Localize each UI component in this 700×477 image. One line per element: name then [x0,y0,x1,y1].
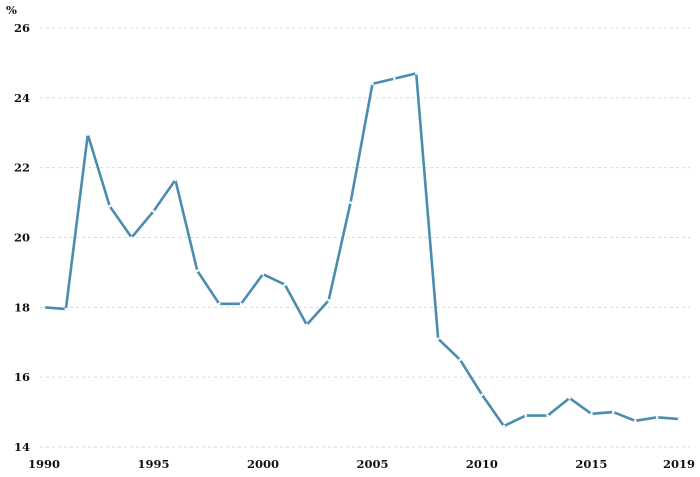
data-point [152,210,155,213]
data-point [130,236,133,239]
data-point [590,412,593,416]
data-point [436,337,440,341]
data-point [502,424,506,428]
data-point [458,358,462,362]
data-point [568,396,571,400]
data-point [174,178,177,182]
y-tick-label: 22 [14,161,30,175]
x-tick-label: 2005 [356,457,388,471]
data-point [64,307,68,311]
data-point [393,77,396,80]
data-point [239,302,243,306]
data-point [349,201,352,204]
series-group [42,72,681,428]
y-unit-label: % [6,3,17,17]
x-tick-label: 2010 [466,457,498,471]
data-point [327,299,330,302]
data-point [305,323,309,327]
y-tick-label: 24 [14,91,30,105]
x-tick-label: 2015 [575,457,607,471]
data-point [633,419,637,423]
x-tick-label: 2000 [247,457,279,471]
series-line [42,72,681,428]
data-point [480,393,484,396]
x-tick-label: 1995 [137,457,169,471]
data-point [195,269,199,272]
data-point [655,416,659,419]
data-point [371,82,374,86]
x-tick-label: 1990 [28,457,60,471]
x-tick-label: 2019 [663,457,695,471]
data-point [86,133,90,136]
data-point [261,272,265,276]
data-point [108,204,111,208]
data-point [217,302,221,306]
data-point [677,417,681,421]
y-tick-label: 16 [14,370,30,384]
data-point [546,414,549,417]
data-point [42,306,46,309]
gridlines [40,27,690,448]
data-point [283,283,287,286]
data-point [524,414,528,417]
data-point [612,410,615,414]
data-point [414,72,418,75]
x-axis-ticks: 1990 1995 2000 2005 2010 2015 2019 [28,457,695,471]
y-tick-label: 20 [14,231,30,245]
y-axis-ticks: 14 16 18 20 22 24 26 [14,21,30,454]
y-tick-label: 14 [14,440,30,454]
y-tick-label: 18 [14,300,30,314]
y-tick-label: 26 [14,21,30,35]
